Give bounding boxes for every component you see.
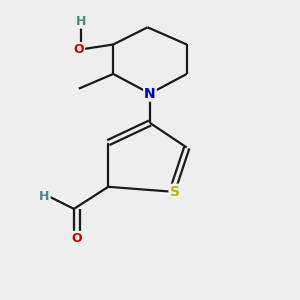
Text: O: O [71,232,82,245]
Text: N: N [144,87,156,100]
Text: H: H [39,190,50,203]
Text: H: H [76,15,86,28]
Text: O: O [74,43,84,56]
Text: S: S [169,185,179,199]
